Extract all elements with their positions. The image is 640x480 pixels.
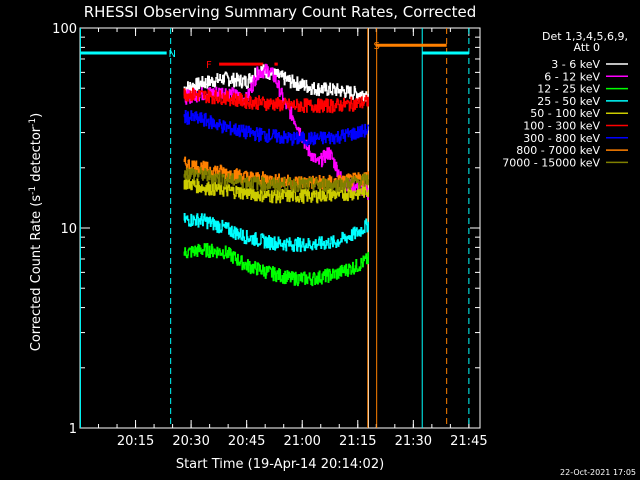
- flag-label: N: [168, 49, 175, 60]
- timestamp: 22-Oct-2021 17:05: [560, 468, 636, 477]
- flag-label: S: [373, 41, 379, 52]
- series-line: [183, 243, 369, 287]
- x-tick-label: 21:00: [283, 434, 320, 449]
- series-line: [183, 167, 369, 193]
- legend-attenuator: Att 0: [574, 41, 600, 54]
- series-line: [183, 110, 369, 147]
- y-tick-label: 100: [52, 22, 77, 37]
- legend-label: 100 - 300 keV: [523, 120, 600, 133]
- series-line: [183, 87, 369, 114]
- legend-label: 25 - 50 keV: [537, 95, 600, 108]
- x-tick-label: 20:15: [117, 434, 154, 449]
- y-axis-label: Corrected Count Rate (s-1 detector-1): [28, 113, 44, 351]
- legend-label: 50 - 100 keV: [530, 107, 600, 120]
- x-tick-label: 21:30: [395, 434, 432, 449]
- y-tick-label: 10: [60, 222, 77, 237]
- chart-title: RHESSI Observing Summary Count Rates, Co…: [84, 3, 477, 21]
- flag-label: F: [206, 60, 212, 71]
- plot-area: 20:15 20:30 20:45 21:00 21:15 21:30 21:45 100 10…: [52, 22, 487, 449]
- x-tick-label: 20:45: [228, 434, 265, 449]
- series-line: [183, 213, 369, 253]
- legend-label: 12 - 25 keV: [537, 83, 600, 96]
- legend-label: 800 - 7000 keV: [516, 144, 600, 157]
- x-tick-label: 20:30: [172, 434, 209, 449]
- legend-title: Det 1,3,4,5,6,9,: [542, 30, 628, 43]
- x-axis-label: Start Time (19-Apr-14 20:14:02): [176, 457, 384, 472]
- legend-label: 3 - 6 keV: [551, 58, 600, 71]
- x-tick-label: 21:15: [339, 434, 376, 449]
- x-tick-label: 21:45: [450, 434, 487, 449]
- legend-label: 300 - 800 keV: [523, 132, 600, 145]
- y-tick-label: 1: [69, 422, 77, 437]
- legend-label: 7000 - 15000 keV: [502, 156, 600, 169]
- legend-label: 6 - 12 keV: [544, 70, 600, 83]
- series-line: [183, 64, 369, 102]
